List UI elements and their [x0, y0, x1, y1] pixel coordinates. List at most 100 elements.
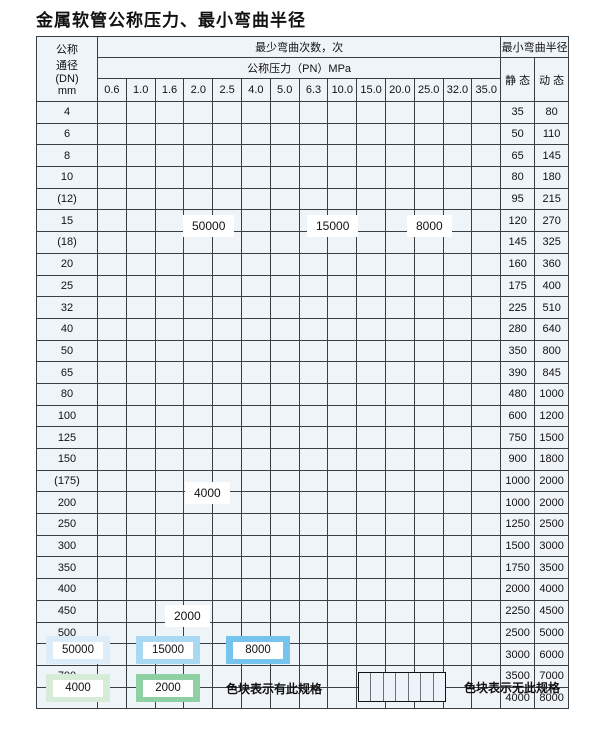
cell-dn100-pn1.6 [154, 404, 185, 428]
cell-dn32-pn35.0 [471, 296, 502, 319]
cell-dn10-pn1.0 [125, 166, 156, 189]
cell-dn150-pn25.0 [413, 448, 444, 471]
cell-dn20-pn10.0 [327, 252, 358, 276]
static-radius-cell: 4000 [500, 686, 536, 710]
dynamic-radius-cell: 270 [534, 209, 570, 233]
cell-dn50-pn15.0 [356, 339, 386, 363]
cell-dn(12)-pn4.0 [240, 187, 271, 211]
cell-dn300-pn1.6 [154, 534, 185, 558]
cell-dn125-pn1.0 [125, 426, 156, 449]
cell-dn8-pn25.0 [413, 144, 444, 168]
cell-dn80-pn15.0 [356, 382, 386, 406]
cell-dn250-pn4.0 [240, 513, 271, 536]
cell-dn800-pn4.0 [240, 686, 271, 710]
cell-dn25-pn1.6 [154, 274, 185, 298]
cell-dn25-pn32.0 [442, 274, 473, 298]
cell-dn6-pn0.6 [97, 122, 127, 146]
cell-dn80-pn35.0 [471, 382, 502, 406]
cell-dn125-pn20.0 [384, 426, 415, 449]
cell-dn4-pn6.3 [298, 101, 329, 124]
cell-dn450-pn1.0 [125, 599, 156, 623]
cell-dn(175)-pn32.0 [442, 469, 473, 493]
dn-value-cell: 100 [36, 404, 98, 428]
cell-dn450-pn4.0 [240, 599, 271, 623]
cell-dn300-pn25.0 [413, 534, 444, 558]
cell-dn250-pn6.3 [298, 513, 329, 536]
dn-value-cell: 6 [36, 122, 98, 146]
static-radius-cell: 1750 [500, 556, 536, 580]
cell-dn600-pn25.0 [413, 643, 444, 666]
cell-dn450-pn25.0 [413, 599, 444, 623]
cell-dn150-pn10.0 [327, 448, 358, 471]
cell-dn65-pn10.0 [327, 361, 358, 384]
cell-dn65-pn6.3 [298, 361, 329, 384]
cell-dn(18)-pn32.0 [442, 231, 473, 254]
cell-dn6-pn1.0 [125, 122, 156, 146]
cell-dn400-pn10.0 [327, 578, 358, 601]
cell-dn65-pn0.6 [97, 361, 127, 384]
cell-dn32-pn2.0 [183, 296, 214, 319]
cell-dn250-pn10.0 [327, 513, 358, 536]
cell-dn200-pn15.0 [356, 491, 386, 515]
has-spec-label: 色块表示有此规格 [226, 681, 323, 696]
cell-dn(18)-pn2.0 [183, 231, 214, 254]
cell-dn500-pn10.0 [327, 621, 358, 645]
cell-dn(18)-pn6.3 [298, 231, 329, 254]
legend-swatch-15000: 15000 [136, 636, 200, 664]
dn-value-cell: (175) [36, 469, 98, 493]
legend-swatch-4000: 4000 [46, 674, 110, 702]
cell-dn50-pn20.0 [384, 339, 415, 363]
legend-swatch-label: 2000 [143, 679, 193, 697]
pressure-col-header-5.0: 5.0 [269, 78, 300, 102]
dynamic-radius-cell: 845 [534, 361, 570, 384]
cell-dn300-pn20.0 [384, 534, 415, 558]
stripe-2 [371, 673, 384, 701]
cell-dn20-pn20.0 [384, 252, 415, 276]
cell-dn125-pn4.0 [240, 426, 271, 449]
table-row: 150 900 1800 [36, 448, 570, 471]
cell-dn15-pn5.0 [269, 209, 300, 233]
page-title: 金属软管公称压力、最小弯曲半径 [36, 11, 306, 30]
legend-row-colors-2: 4000 2000 色块表示有此规格 [46, 674, 322, 702]
cell-dn125-pn15.0 [356, 426, 386, 449]
cell-dn100-pn10.0 [327, 404, 358, 428]
cell-dn150-pn35.0 [471, 448, 502, 471]
cell-dn(18)-pn0.6 [97, 231, 127, 254]
cell-dn4-pn2.0 [183, 101, 214, 124]
cell-dn25-pn0.6 [97, 274, 127, 298]
pressure-col-header-0.6: 0.6 [97, 78, 127, 102]
table-row: 25 175 400 [36, 274, 570, 298]
cell-dn10-pn20.0 [384, 166, 415, 189]
cell-dn400-pn0.6 [97, 578, 127, 601]
cell-dn250-pn15.0 [356, 513, 386, 536]
cell-dn450-pn6.3 [298, 599, 329, 623]
cell-dn300-pn2.0 [183, 534, 214, 558]
cell-dn(12)-pn5.0 [269, 187, 300, 211]
cell-dn350-pn15.0 [356, 556, 386, 580]
legend-swatch-label: 50000 [53, 641, 103, 659]
dn-value-cell: 15 [36, 209, 98, 233]
cell-dn50-pn4.0 [240, 339, 271, 363]
dn-value-cell: 200 [36, 491, 98, 515]
cell-dn8-pn5.0 [269, 144, 300, 168]
bend-count-header: 最少弯曲次数，次 [96, 36, 502, 58]
dn-value-cell: 450 [36, 599, 98, 623]
cell-dn200-pn35.0 [471, 491, 502, 515]
cell-dn300-pn10.0 [327, 534, 358, 558]
pressure-header: 公称压力（PN）MPa [96, 57, 502, 79]
cell-dn(175)-pn25.0 [413, 469, 444, 493]
pressure-col-header-15.0: 15.0 [356, 78, 386, 102]
cell-dn(12)-pn32.0 [442, 187, 473, 211]
cell-dn400-pn5.0 [269, 578, 300, 601]
cell-dn600-pn6.3 [298, 643, 329, 666]
cell-dn6-pn32.0 [442, 122, 473, 146]
cell-dn450-pn5.0 [269, 599, 300, 623]
cell-dn6-pn2.0 [183, 122, 214, 146]
header-row-2: 公称压力（PN）MPa 静 态 动 态 [37, 57, 570, 102]
cell-dn80-pn0.6 [97, 382, 127, 406]
cell-dn400-pn35.0 [471, 578, 502, 601]
cell-dn(12)-pn15.0 [356, 187, 386, 211]
cell-dn250-pn2.5 [212, 513, 242, 536]
cell-dn800-pn32.0 [442, 686, 473, 710]
no-spec-label: 色块表示无此规格 [464, 680, 561, 695]
